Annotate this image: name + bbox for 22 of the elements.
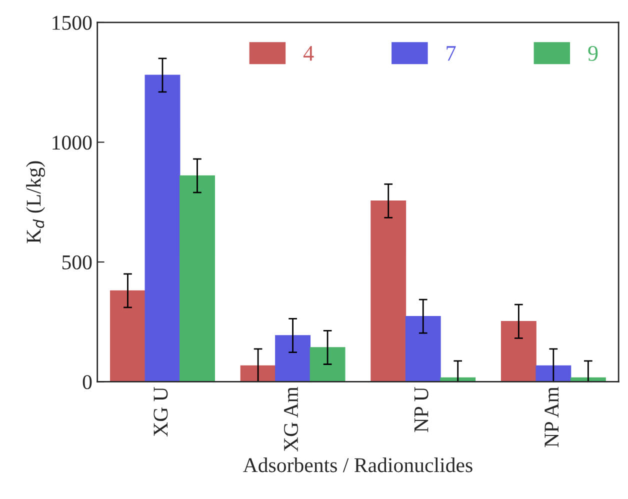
x-tick-label: NP Am (544, 386, 558, 448)
bar (110, 290, 146, 382)
bar (536, 365, 572, 382)
bar (180, 175, 215, 382)
y-tick-label: 1000 (52, 136, 92, 150)
bar (405, 316, 441, 382)
y-tick-label: 500 (62, 255, 92, 270)
legend-label: 4 (303, 46, 314, 61)
x-tick-label: XG Am (284, 386, 298, 452)
x-tick-label: XG U (154, 387, 168, 436)
bar (500, 321, 536, 382)
y-axis-title: K$_{d}$ (L/kg) (26, 161, 46, 244)
bar (275, 335, 311, 382)
y-tick-label: 1500 (52, 16, 92, 30)
y-tick-label: 0 (82, 375, 92, 390)
legend-label: 7 (446, 46, 456, 61)
legend-label: 9 (588, 46, 598, 61)
x-tick-label: NP U (414, 387, 428, 432)
bar (310, 347, 346, 382)
x-axis-title: Adsorbents / Radionuclides (243, 458, 472, 472)
bar (144, 74, 180, 382)
bar (370, 200, 406, 382)
